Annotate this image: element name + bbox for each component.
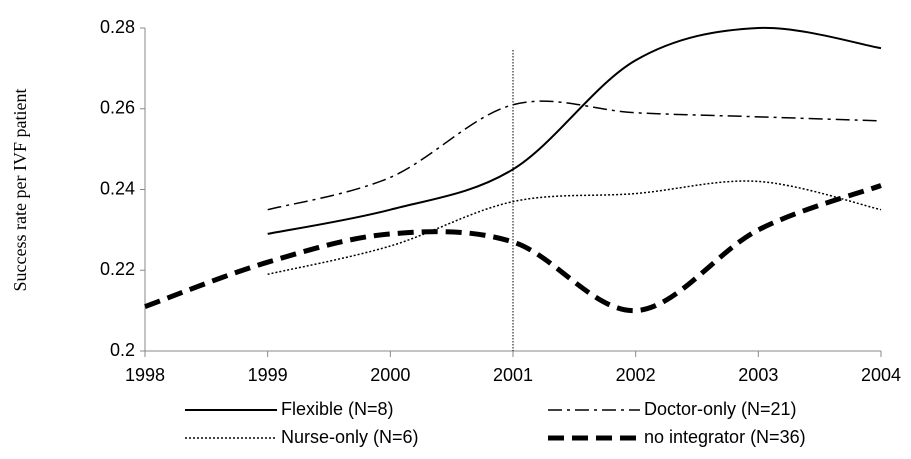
x-tick-label: 2004: [861, 365, 901, 385]
y-tick-label: 0.24: [100, 178, 135, 198]
legend-label: Flexible (N=8): [281, 399, 394, 419]
legend-label: Doctor-only (N=21): [644, 399, 797, 419]
y-tick-label: 0.22: [100, 259, 135, 279]
x-tick-label: 2002: [616, 365, 656, 385]
x-tick-label: 1998: [125, 365, 165, 385]
series-line: [267, 180, 882, 276]
y-tick-label: 0.28: [100, 17, 135, 37]
x-tick-label: 1999: [248, 365, 288, 385]
series-line: [144, 183, 882, 314]
x-tick-label: 2000: [370, 365, 410, 385]
series-line: [267, 26, 882, 235]
legend-label: Nurse-only (N=6): [281, 427, 419, 447]
legend-label: no integrator (N=36): [644, 427, 806, 447]
x-tick-label: 2001: [493, 365, 533, 385]
x-tick-label: 2003: [738, 365, 778, 385]
y-axis-label: Success rate per IVF patient: [10, 89, 30, 292]
y-tick-label: 0.26: [100, 98, 135, 118]
y-tick-label: 0.2: [110, 340, 135, 360]
series-line: [267, 100, 882, 211]
